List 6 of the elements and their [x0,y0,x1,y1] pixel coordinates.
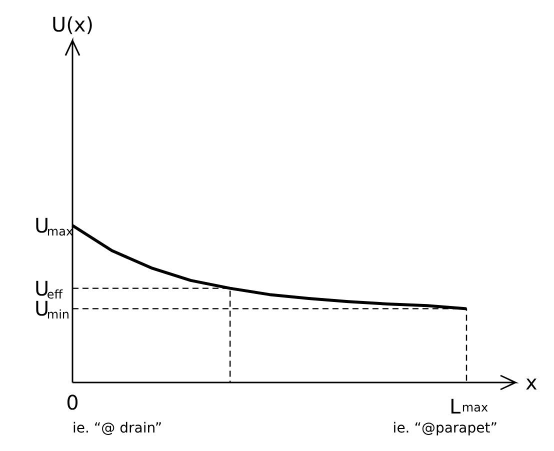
x-tick-label: Lmax [450,394,488,418]
text: ie. “@parapet” [392,420,498,436]
text: ie. “@ drain” [72,420,162,436]
x-axis-title: x [526,370,538,394]
x-tick-label: 0 [66,390,79,414]
text: U(x) [51,12,94,36]
